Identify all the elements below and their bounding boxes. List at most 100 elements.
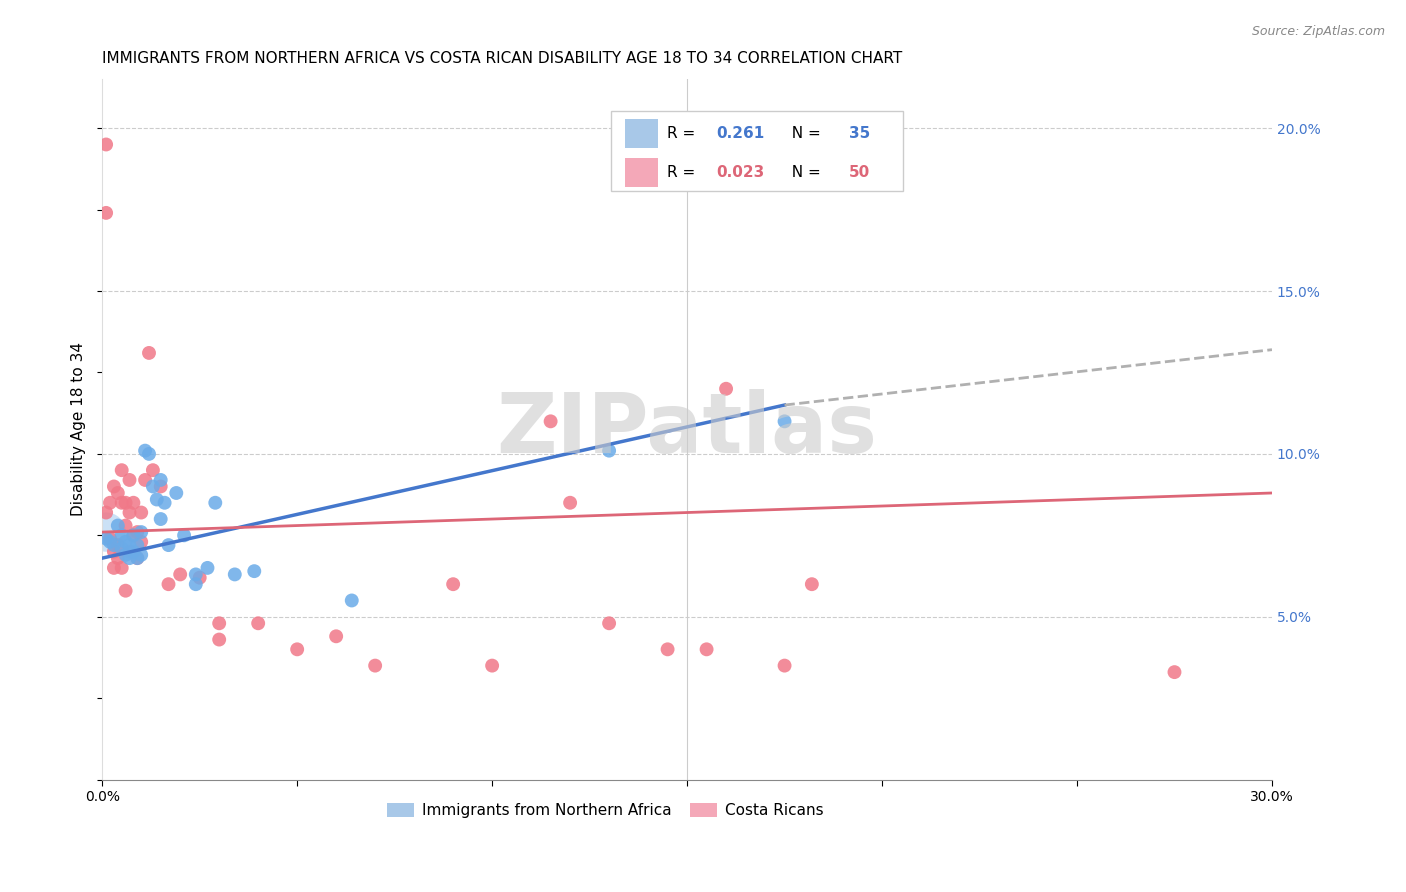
Point xyxy=(142,463,165,477)
Point xyxy=(441,577,464,591)
Point xyxy=(94,206,117,220)
Point xyxy=(111,561,134,575)
Point xyxy=(111,541,134,556)
Text: N =: N = xyxy=(782,126,825,141)
Point xyxy=(142,479,165,493)
Point xyxy=(129,524,152,539)
Point xyxy=(114,496,136,510)
Point xyxy=(98,496,121,510)
Point xyxy=(149,479,172,493)
Point xyxy=(243,564,266,578)
Point xyxy=(340,593,363,607)
Point xyxy=(247,616,270,631)
Point xyxy=(208,632,231,647)
Point xyxy=(173,528,195,542)
Text: R =: R = xyxy=(668,165,700,180)
Point xyxy=(165,486,187,500)
Bar xyxy=(626,158,658,187)
Point xyxy=(103,544,125,558)
Point xyxy=(114,518,136,533)
Point xyxy=(188,571,211,585)
Point xyxy=(598,616,620,631)
Point xyxy=(208,616,231,631)
Text: 50: 50 xyxy=(848,165,870,180)
Point xyxy=(94,137,117,152)
Text: 0.261: 0.261 xyxy=(716,126,765,141)
Point xyxy=(122,544,145,558)
Point xyxy=(122,496,145,510)
Point xyxy=(122,528,145,542)
Point xyxy=(129,506,152,520)
Point xyxy=(118,473,141,487)
Point xyxy=(149,512,172,526)
Text: ZIPatlas: ZIPatlas xyxy=(496,389,877,470)
Point xyxy=(111,528,134,542)
Point xyxy=(481,658,503,673)
Point xyxy=(197,561,219,575)
Point xyxy=(657,642,679,657)
Point xyxy=(696,642,718,657)
Point xyxy=(1163,665,1185,680)
Point xyxy=(94,532,117,546)
Point xyxy=(127,551,149,566)
Point xyxy=(184,567,207,582)
Text: 0.023: 0.023 xyxy=(716,165,765,180)
Text: IMMIGRANTS FROM NORTHERN AFRICA VS COSTA RICAN DISABILITY AGE 18 TO 34 CORRELATI: IMMIGRANTS FROM NORTHERN AFRICA VS COSTA… xyxy=(103,51,903,66)
Text: N =: N = xyxy=(782,165,825,180)
Point xyxy=(114,583,136,598)
Bar xyxy=(626,119,658,148)
Point xyxy=(103,538,125,552)
Legend: Immigrants from Northern Africa, Costa Ricans: Immigrants from Northern Africa, Costa R… xyxy=(381,797,830,824)
Point xyxy=(714,382,737,396)
Point xyxy=(146,492,169,507)
Point xyxy=(800,577,823,591)
Point xyxy=(118,506,141,520)
Point xyxy=(138,447,160,461)
Point xyxy=(138,346,160,360)
Point xyxy=(107,486,129,500)
Point xyxy=(111,463,134,477)
Point xyxy=(285,642,308,657)
Point xyxy=(224,567,246,582)
Point xyxy=(114,548,136,562)
Point xyxy=(598,443,620,458)
Point xyxy=(98,532,121,546)
Point xyxy=(111,496,134,510)
Point xyxy=(118,551,141,566)
Point xyxy=(122,528,145,542)
Point xyxy=(129,548,152,562)
Point xyxy=(325,629,347,643)
Point xyxy=(157,538,180,552)
Point xyxy=(184,577,207,591)
Point xyxy=(364,658,387,673)
Point xyxy=(153,496,176,510)
FancyBboxPatch shape xyxy=(612,111,904,192)
Point xyxy=(134,443,156,458)
Point xyxy=(94,524,117,539)
Point xyxy=(127,524,149,539)
Point xyxy=(773,414,796,428)
Point xyxy=(134,473,156,487)
Point xyxy=(540,414,562,428)
Point xyxy=(149,473,172,487)
Point xyxy=(773,658,796,673)
Y-axis label: Disability Age 18 to 34: Disability Age 18 to 34 xyxy=(72,343,86,516)
Point xyxy=(94,506,117,520)
Point xyxy=(103,479,125,493)
Point xyxy=(98,534,121,549)
Text: 35: 35 xyxy=(848,126,870,141)
Point xyxy=(118,538,141,552)
Point xyxy=(157,577,180,591)
Point xyxy=(114,534,136,549)
Point xyxy=(107,551,129,566)
Point xyxy=(118,544,141,558)
Point xyxy=(107,518,129,533)
Point xyxy=(127,551,149,566)
Text: R =: R = xyxy=(668,126,700,141)
Point xyxy=(127,538,149,552)
Point xyxy=(169,567,191,582)
Point xyxy=(558,496,581,510)
Point xyxy=(204,496,226,510)
Point xyxy=(107,538,129,552)
Point xyxy=(103,561,125,575)
